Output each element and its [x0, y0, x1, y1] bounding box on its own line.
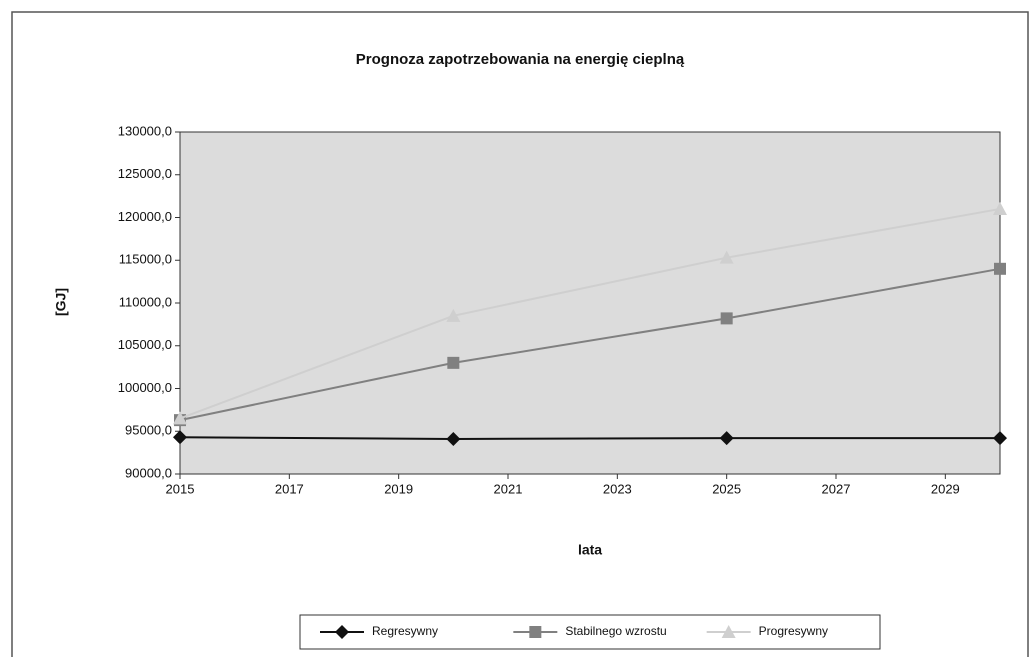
chart-title: Prognoza zapotrzebowania na energię ciep…: [356, 51, 685, 68]
y-tick-label: 120000,0: [118, 209, 172, 224]
series-marker: [446, 308, 461, 322]
legend-label: Progresywny: [759, 624, 828, 638]
y-tick-label: 110000,0: [119, 294, 172, 309]
series-marker: [719, 250, 734, 264]
y-tick-label: 125000,0: [118, 166, 172, 181]
series-marker: [173, 411, 187, 425]
x-tick-label: 2017: [275, 481, 304, 496]
plot-area: [179, 131, 1001, 475]
series-marker: [993, 201, 1007, 215]
x-tick-label: 2019: [384, 481, 413, 496]
series-marker: [720, 312, 733, 325]
series-marker: [447, 356, 460, 369]
y-tick-label: 130000,0: [118, 123, 172, 138]
series-line: [179, 267, 1001, 422]
x-tick-label: 2029: [931, 481, 960, 496]
y-axis-title: [GJ]: [53, 288, 69, 316]
legend-marker: [335, 625, 349, 639]
x-tick-label: 2025: [712, 481, 741, 496]
x-tick-label: 2023: [603, 481, 632, 496]
series-line: [179, 207, 1001, 420]
x-tick-label: 2027: [822, 481, 851, 496]
x-tick-label: 2015: [166, 481, 195, 496]
legend-label: Regresywny: [372, 624, 438, 638]
series-marker: [719, 431, 734, 446]
legend-box: [299, 614, 881, 650]
x-axis-title: lata: [578, 542, 602, 558]
series-marker: [446, 431, 461, 446]
legend-marker: [529, 626, 542, 638]
y-tick-label: 115000,0: [119, 252, 172, 267]
chart-frame: [11, 11, 1029, 657]
series-marker: [173, 430, 187, 445]
y-tick-label: 95000,0: [125, 423, 172, 438]
x-tick-label: 2021: [494, 481, 523, 496]
y-tick-label: 90000,0: [125, 465, 172, 480]
series-line: [179, 436, 1000, 440]
y-tick-label: 100000,0: [118, 380, 172, 395]
legend-label: Stabilnego wzrostu: [565, 624, 666, 638]
series-marker: [993, 431, 1007, 446]
y-tick-label: 105000,0: [118, 337, 172, 352]
legend-marker: [721, 625, 736, 638]
series-marker: [994, 262, 1006, 275]
